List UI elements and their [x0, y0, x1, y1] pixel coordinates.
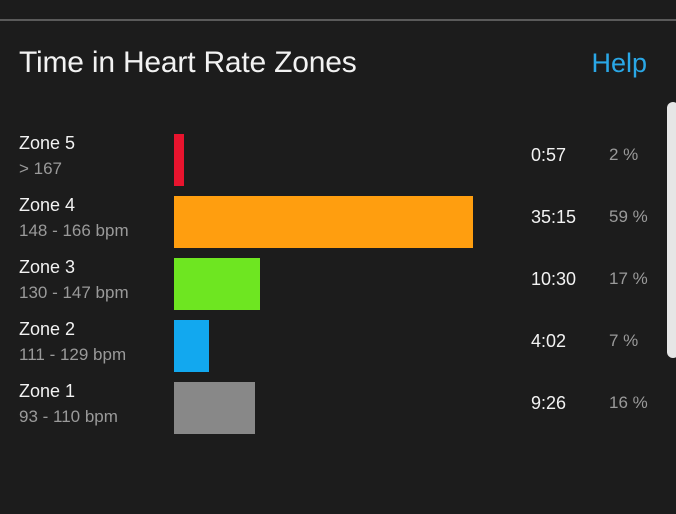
zone-row-1: Zone 1 93 - 110 bpm 9:26 16 % — [0, 380, 676, 434]
zone-time: 4:02 — [531, 331, 567, 351]
zone-range: 111 - 129 bpm — [19, 345, 127, 364]
zone-percent: 59 % — [609, 207, 648, 226]
zone-percent: 16 % — [609, 393, 648, 412]
zone-name: Zone 4 — [19, 195, 76, 215]
zone-name: Zone 3 — [19, 257, 76, 277]
zone-percent: 17 % — [609, 269, 648, 288]
zone-time: 0:57 — [531, 145, 567, 165]
zone-time: 10:30 — [531, 269, 577, 289]
zone-time: 9:26 — [531, 393, 567, 413]
top-divider — [0, 19, 676, 21]
page-title: Time in Heart Rate Zones — [19, 46, 357, 79]
zone-name: Zone 2 — [19, 319, 76, 339]
zone-row-4: Zone 4 148 - 166 bpm 35:15 59 % — [0, 194, 676, 248]
zone-range: 93 - 110 bpm — [19, 407, 118, 426]
zone-name: Zone 5 — [19, 133, 76, 153]
zone-percent: 2 % — [609, 145, 639, 164]
zone-bar — [174, 258, 260, 310]
zone-row-5: Zone 5 > 167 0:57 2 % — [0, 132, 676, 186]
zone-bar — [174, 320, 209, 372]
zone-row-2: Zone 2 111 - 129 bpm 4:02 7 % — [0, 318, 676, 372]
zone-row-3: Zone 3 130 - 147 bpm 10:30 17 % — [0, 256, 676, 310]
zone-bar — [174, 196, 473, 248]
zone-bar — [174, 134, 184, 186]
zone-range: > 167 — [19, 159, 63, 178]
zone-range: 130 - 147 bpm — [19, 283, 129, 302]
help-link[interactable]: Help — [591, 48, 647, 78]
zone-bar — [174, 382, 255, 434]
zone-range: 148 - 166 bpm — [19, 221, 129, 240]
zone-time: 35:15 — [531, 207, 577, 227]
zone-percent: 7 % — [609, 331, 639, 350]
scrollbar-thumb[interactable] — [667, 102, 676, 358]
zone-name: Zone 1 — [19, 381, 76, 401]
